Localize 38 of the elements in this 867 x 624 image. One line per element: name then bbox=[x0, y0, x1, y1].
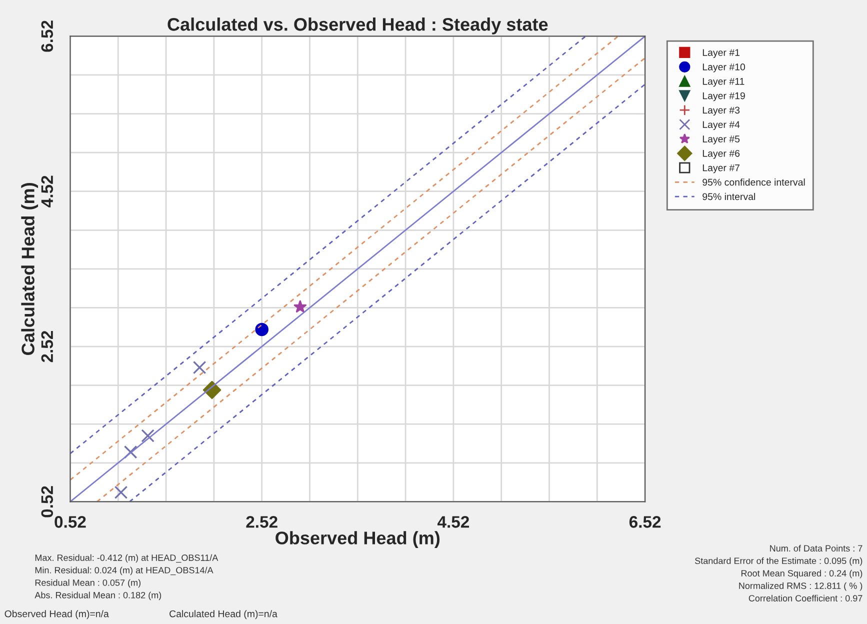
legend-label: Layer #11 bbox=[702, 78, 744, 87]
point bbox=[294, 300, 307, 312]
legend-label: Layer #4 bbox=[702, 121, 740, 130]
text: Root Mean Squared : 0.24 (m) bbox=[741, 570, 862, 578]
legend-label: Layer #5 bbox=[702, 136, 740, 144]
x-axis-title: Observed Head (m) bbox=[276, 531, 440, 548]
legend-label: Layer #6 bbox=[702, 150, 740, 159]
text: Standard Error of the Estimate : 0.095 (m) bbox=[695, 557, 862, 566]
y-axis-title: Calculated Head (m) bbox=[21, 183, 38, 355]
x-tick-label: 4.52 bbox=[437, 516, 469, 528]
x-tick-label: 0.52 bbox=[54, 516, 86, 528]
point bbox=[114, 486, 128, 500]
y-tick-label: 6.52 bbox=[41, 20, 54, 52]
text: Abs. Residual Mean : 0.182 (m) bbox=[34, 592, 162, 600]
y-tick-label: 4.52 bbox=[41, 176, 54, 208]
text: Residual Mean : 0.057 (m) bbox=[35, 579, 140, 588]
text: Normalized RMS : 12.811 ( % ) bbox=[739, 582, 862, 591]
legend-label: Layer #3 bbox=[702, 106, 740, 116]
point bbox=[255, 322, 268, 336]
chart-title: Calculated vs. Observed Head : Steady state bbox=[168, 18, 548, 34]
y-tick-label: 2.52 bbox=[41, 330, 54, 362]
text: Min. Residual: 0.024 (m) at HEAD_OBS14/A bbox=[35, 566, 214, 576]
x-tick-label: 2.52 bbox=[246, 516, 278, 528]
point bbox=[141, 429, 154, 442]
text: Calculated Head (m)=n/a bbox=[170, 610, 278, 620]
text: Num. of Data Points : 7 bbox=[770, 544, 862, 552]
legend-label: Layer #1 bbox=[702, 49, 740, 58]
point bbox=[124, 445, 138, 459]
x-tick-label: 6.52 bbox=[629, 516, 661, 528]
legend-label: 95% confidence interval bbox=[702, 178, 805, 186]
text: Max. Residual: -0.412 (m) at HEAD_OBS11/A bbox=[35, 554, 218, 563]
point bbox=[192, 360, 206, 374]
legend-label: Layer #7 bbox=[702, 164, 740, 174]
text: Observed Head (m)=n/a bbox=[4, 610, 109, 620]
legend-label: Layer #19 bbox=[702, 92, 745, 102]
legend-label: Layer #10 bbox=[702, 64, 746, 72]
text: Correlation Coefficient : 0.97 bbox=[748, 594, 862, 602]
legend-label: 95% interval bbox=[702, 192, 756, 200]
